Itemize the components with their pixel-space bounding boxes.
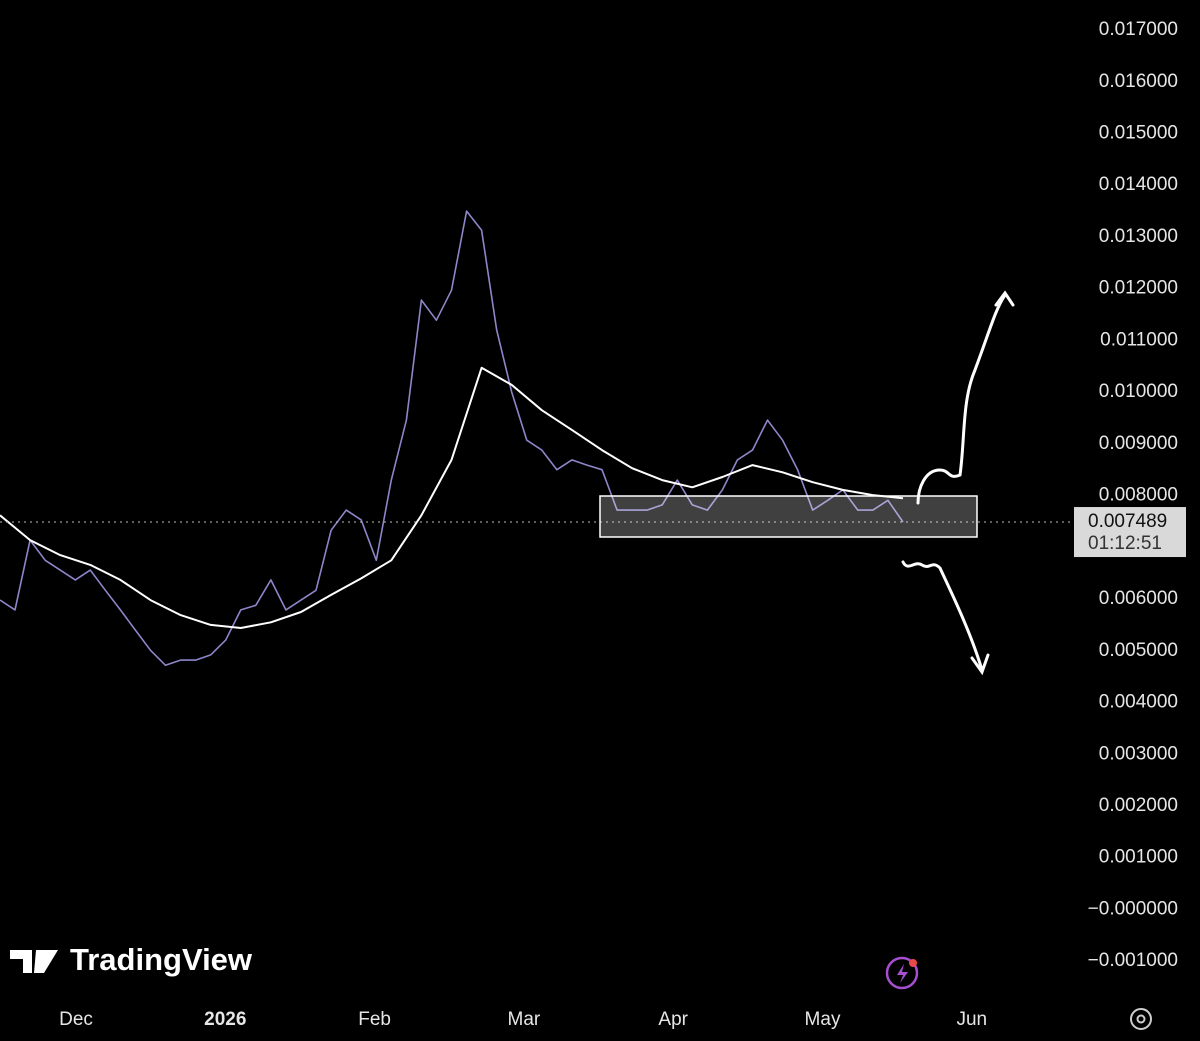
y-tick-label: 0.002000 — [1099, 795, 1178, 816]
brand-name: TradingView — [70, 942, 253, 977]
x-tick-label: Apr — [658, 1009, 688, 1030]
plot-area — [0, 210, 1072, 667]
y-tick-label: 0.004000 — [1099, 692, 1178, 713]
y-tick-label: 0.005000 — [1099, 640, 1178, 661]
price-line — [0, 210, 904, 667]
down-arrow — [901, 560, 990, 676]
y-tick-label: 0.013000 — [1099, 226, 1178, 247]
x-tick-label: Dec — [59, 1009, 93, 1030]
y-tick-label: 0.008000 — [1099, 485, 1178, 506]
x-tick-label: Jun — [956, 1009, 987, 1030]
y-tick-label: 0.001000 — [1099, 847, 1178, 868]
gear-outer[interactable] — [1130, 1008, 1152, 1030]
x-tick-label: 2026 — [204, 1009, 246, 1030]
gear-inner[interactable] — [1136, 1014, 1146, 1024]
x-tick-label: Feb — [358, 1009, 391, 1030]
y-tick-label: 0.011000 — [1100, 329, 1178, 350]
last-price-box — [1074, 507, 1186, 558]
up-arrow — [916, 290, 1015, 505]
y-tick-label: 0.017000 — [1099, 19, 1178, 40]
y-tick-label: 0.016000 — [1099, 71, 1178, 92]
ma-line — [0, 366, 904, 629]
badge-ring — [885, 956, 919, 990]
y-tick-label: 0.009000 — [1099, 433, 1178, 454]
y-tick-label: 0.015000 — [1099, 122, 1178, 143]
logo-icon — [10, 950, 58, 973]
y-tick-label: 0.006000 — [1099, 588, 1178, 609]
y-tick-label: 0.012000 — [1099, 278, 1178, 299]
last-price-label: 0.007489 — [1088, 511, 1167, 532]
alert-badge — [885, 956, 919, 990]
x-tick-label: Mar — [508, 1009, 541, 1030]
settings-icon[interactable] — [1130, 1008, 1152, 1030]
x-tick-label: May — [805, 1009, 841, 1030]
countdown-label: 01:12:51 — [1088, 533, 1162, 554]
y-tick-label: −0.001000 — [1088, 950, 1178, 971]
y-tick-label: 0.010000 — [1099, 381, 1178, 402]
range-box — [599, 495, 978, 538]
badge-bolt — [897, 964, 908, 983]
y-tick-label: 0.003000 — [1099, 743, 1178, 764]
badge-dot — [909, 959, 917, 967]
y-tick-label: −0.000000 — [1088, 898, 1178, 919]
logo: TradingView — [10, 942, 253, 977]
y-tick-label: 0.014000 — [1099, 174, 1178, 195]
